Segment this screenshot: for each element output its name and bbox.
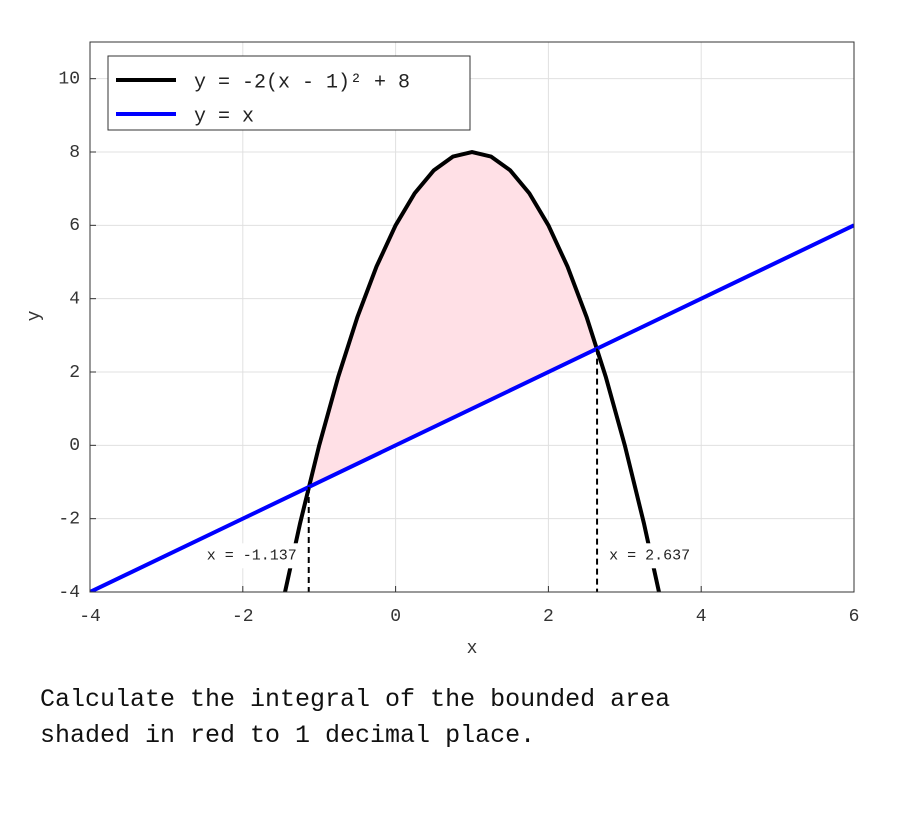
annotation-label: x = 2.637 xyxy=(609,547,690,564)
y-tick-label: 4 xyxy=(69,289,80,309)
series-line xyxy=(282,149,662,592)
y-tick-label: -4 xyxy=(58,583,80,603)
x-axis-label: x xyxy=(467,639,478,659)
y-tick-label: 0 xyxy=(69,436,80,456)
y-tick-label: 2 xyxy=(69,363,80,383)
series-line xyxy=(90,223,854,592)
plot-area xyxy=(90,149,854,592)
x-tick-label: 4 xyxy=(696,607,707,627)
annotation-label: x = -1.137 xyxy=(207,547,297,564)
x-tick-label: 0 xyxy=(390,607,401,627)
x-tick-label: -4 xyxy=(79,607,101,627)
legend: y = -2(x - 1)² + 8 y = x xyxy=(107,55,471,131)
question-line: shaded in red to 1 decimal place. xyxy=(40,721,536,750)
y-tick-label: 6 xyxy=(69,216,80,236)
y-axis-label: y xyxy=(25,310,45,321)
chart: x y -4 -2 0 2 4 6 -4 -2 0 2 4 6 8 10 x = -1.137 x = 2.6… xyxy=(25,41,860,659)
question: Calculate the integral of the bounded ar… xyxy=(40,682,670,754)
y-tick-label: 10 xyxy=(58,69,80,89)
y-tick-label: 8 xyxy=(69,143,80,163)
x-tick-label: 2 xyxy=(543,607,554,627)
question-line: Calculate the integral of the bounded ar… xyxy=(40,685,671,714)
x-tick-label: -2 xyxy=(232,607,254,627)
legend-label: y = -2(x - 1)² + 8 xyxy=(194,71,410,94)
legend-box xyxy=(107,55,471,131)
y-tick-label: -2 xyxy=(58,509,80,529)
shaded-area xyxy=(308,152,598,488)
x-tick-label: 6 xyxy=(849,607,860,627)
annotation-bg xyxy=(603,543,697,569)
annotation-bg xyxy=(200,543,303,569)
plot-frame xyxy=(89,41,855,593)
legend-label: y = x xyxy=(194,105,254,128)
